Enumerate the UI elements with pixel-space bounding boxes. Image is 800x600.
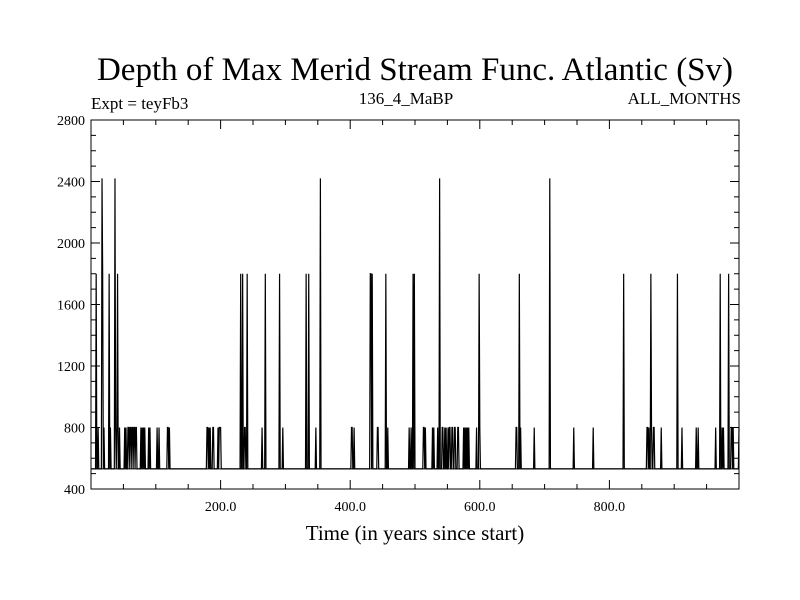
y-tick-label-800: 800 (64, 422, 85, 437)
x-axis-label: Time (in years since start) (306, 521, 525, 545)
plot-frame (90, 119, 740, 490)
y-tick-label-2800: 2800 (57, 114, 85, 129)
run-label: 136_4_MaBP (359, 89, 453, 108)
plot-area (90, 119, 740, 490)
y-tick-label-2400: 2400 (57, 176, 85, 191)
x-tick-label-200: 200.0 (205, 500, 237, 515)
y-tick-label-1200: 1200 (57, 360, 85, 375)
x-tick-label-800: 800.0 (594, 500, 626, 515)
y-tick-label-1600: 1600 (57, 299, 85, 314)
series-line-depth (91, 178, 740, 470)
series-layer (91, 178, 740, 470)
x-axis-tick-labels: 200.0 400.0 600.0 800.0 (205, 500, 625, 515)
y-axis-tick-labels: 400 800 1200 1600 2000 2400 2800 (57, 114, 85, 498)
y-tick-label-400: 400 (64, 483, 85, 498)
months-label: ALL_MONTHS (628, 89, 741, 108)
x-tick-label-400: 400.0 (334, 500, 366, 515)
y-tick-label-2000: 2000 (57, 237, 85, 252)
experiment-label: Expt = teyFb3 (91, 94, 188, 113)
x-tick-label-600: 600.0 (464, 500, 496, 515)
chart-title: Depth of Max Merid Stream Func. Atlantic… (97, 52, 733, 88)
